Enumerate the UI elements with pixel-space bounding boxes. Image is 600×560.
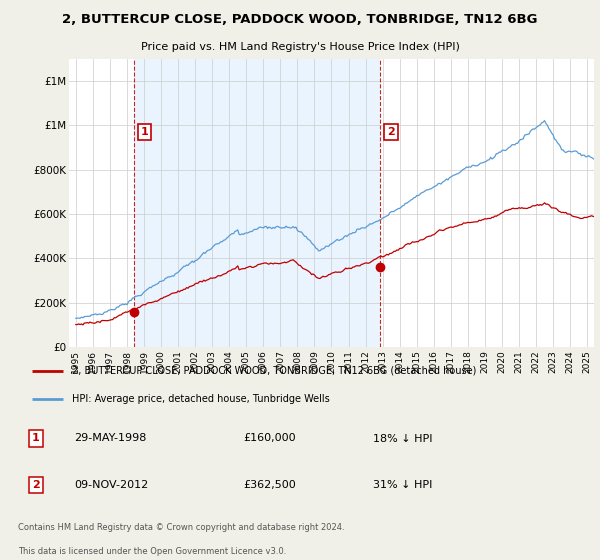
Text: 2: 2 (387, 127, 395, 137)
Text: Contains HM Land Registry data © Crown copyright and database right 2024.: Contains HM Land Registry data © Crown c… (18, 523, 344, 532)
Text: 2: 2 (32, 480, 40, 489)
Text: £160,000: £160,000 (244, 433, 296, 444)
Text: £362,500: £362,500 (244, 480, 296, 489)
Text: Price paid vs. HM Land Registry's House Price Index (HPI): Price paid vs. HM Land Registry's House … (140, 43, 460, 52)
Text: 18% ↓ HPI: 18% ↓ HPI (373, 433, 433, 444)
Bar (134, 59, 380, 347)
Text: This data is licensed under the Open Government Licence v3.0.: This data is licensed under the Open Gov… (18, 547, 286, 556)
Text: 2, BUTTERCUP CLOSE, PADDOCK WOOD, TONBRIDGE, TN12 6BG (detached house): 2, BUTTERCUP CLOSE, PADDOCK WOOD, TONBRI… (71, 366, 476, 376)
Text: 1: 1 (32, 433, 40, 444)
Text: 09-NOV-2012: 09-NOV-2012 (74, 480, 149, 489)
Text: HPI: Average price, detached house, Tunbridge Wells: HPI: Average price, detached house, Tunb… (71, 394, 329, 404)
Text: 31% ↓ HPI: 31% ↓ HPI (373, 480, 433, 489)
Text: 2, BUTTERCUP CLOSE, PADDOCK WOOD, TONBRIDGE, TN12 6BG: 2, BUTTERCUP CLOSE, PADDOCK WOOD, TONBRI… (62, 13, 538, 26)
Text: 29-MAY-1998: 29-MAY-1998 (74, 433, 147, 444)
Text: 1: 1 (141, 127, 149, 137)
